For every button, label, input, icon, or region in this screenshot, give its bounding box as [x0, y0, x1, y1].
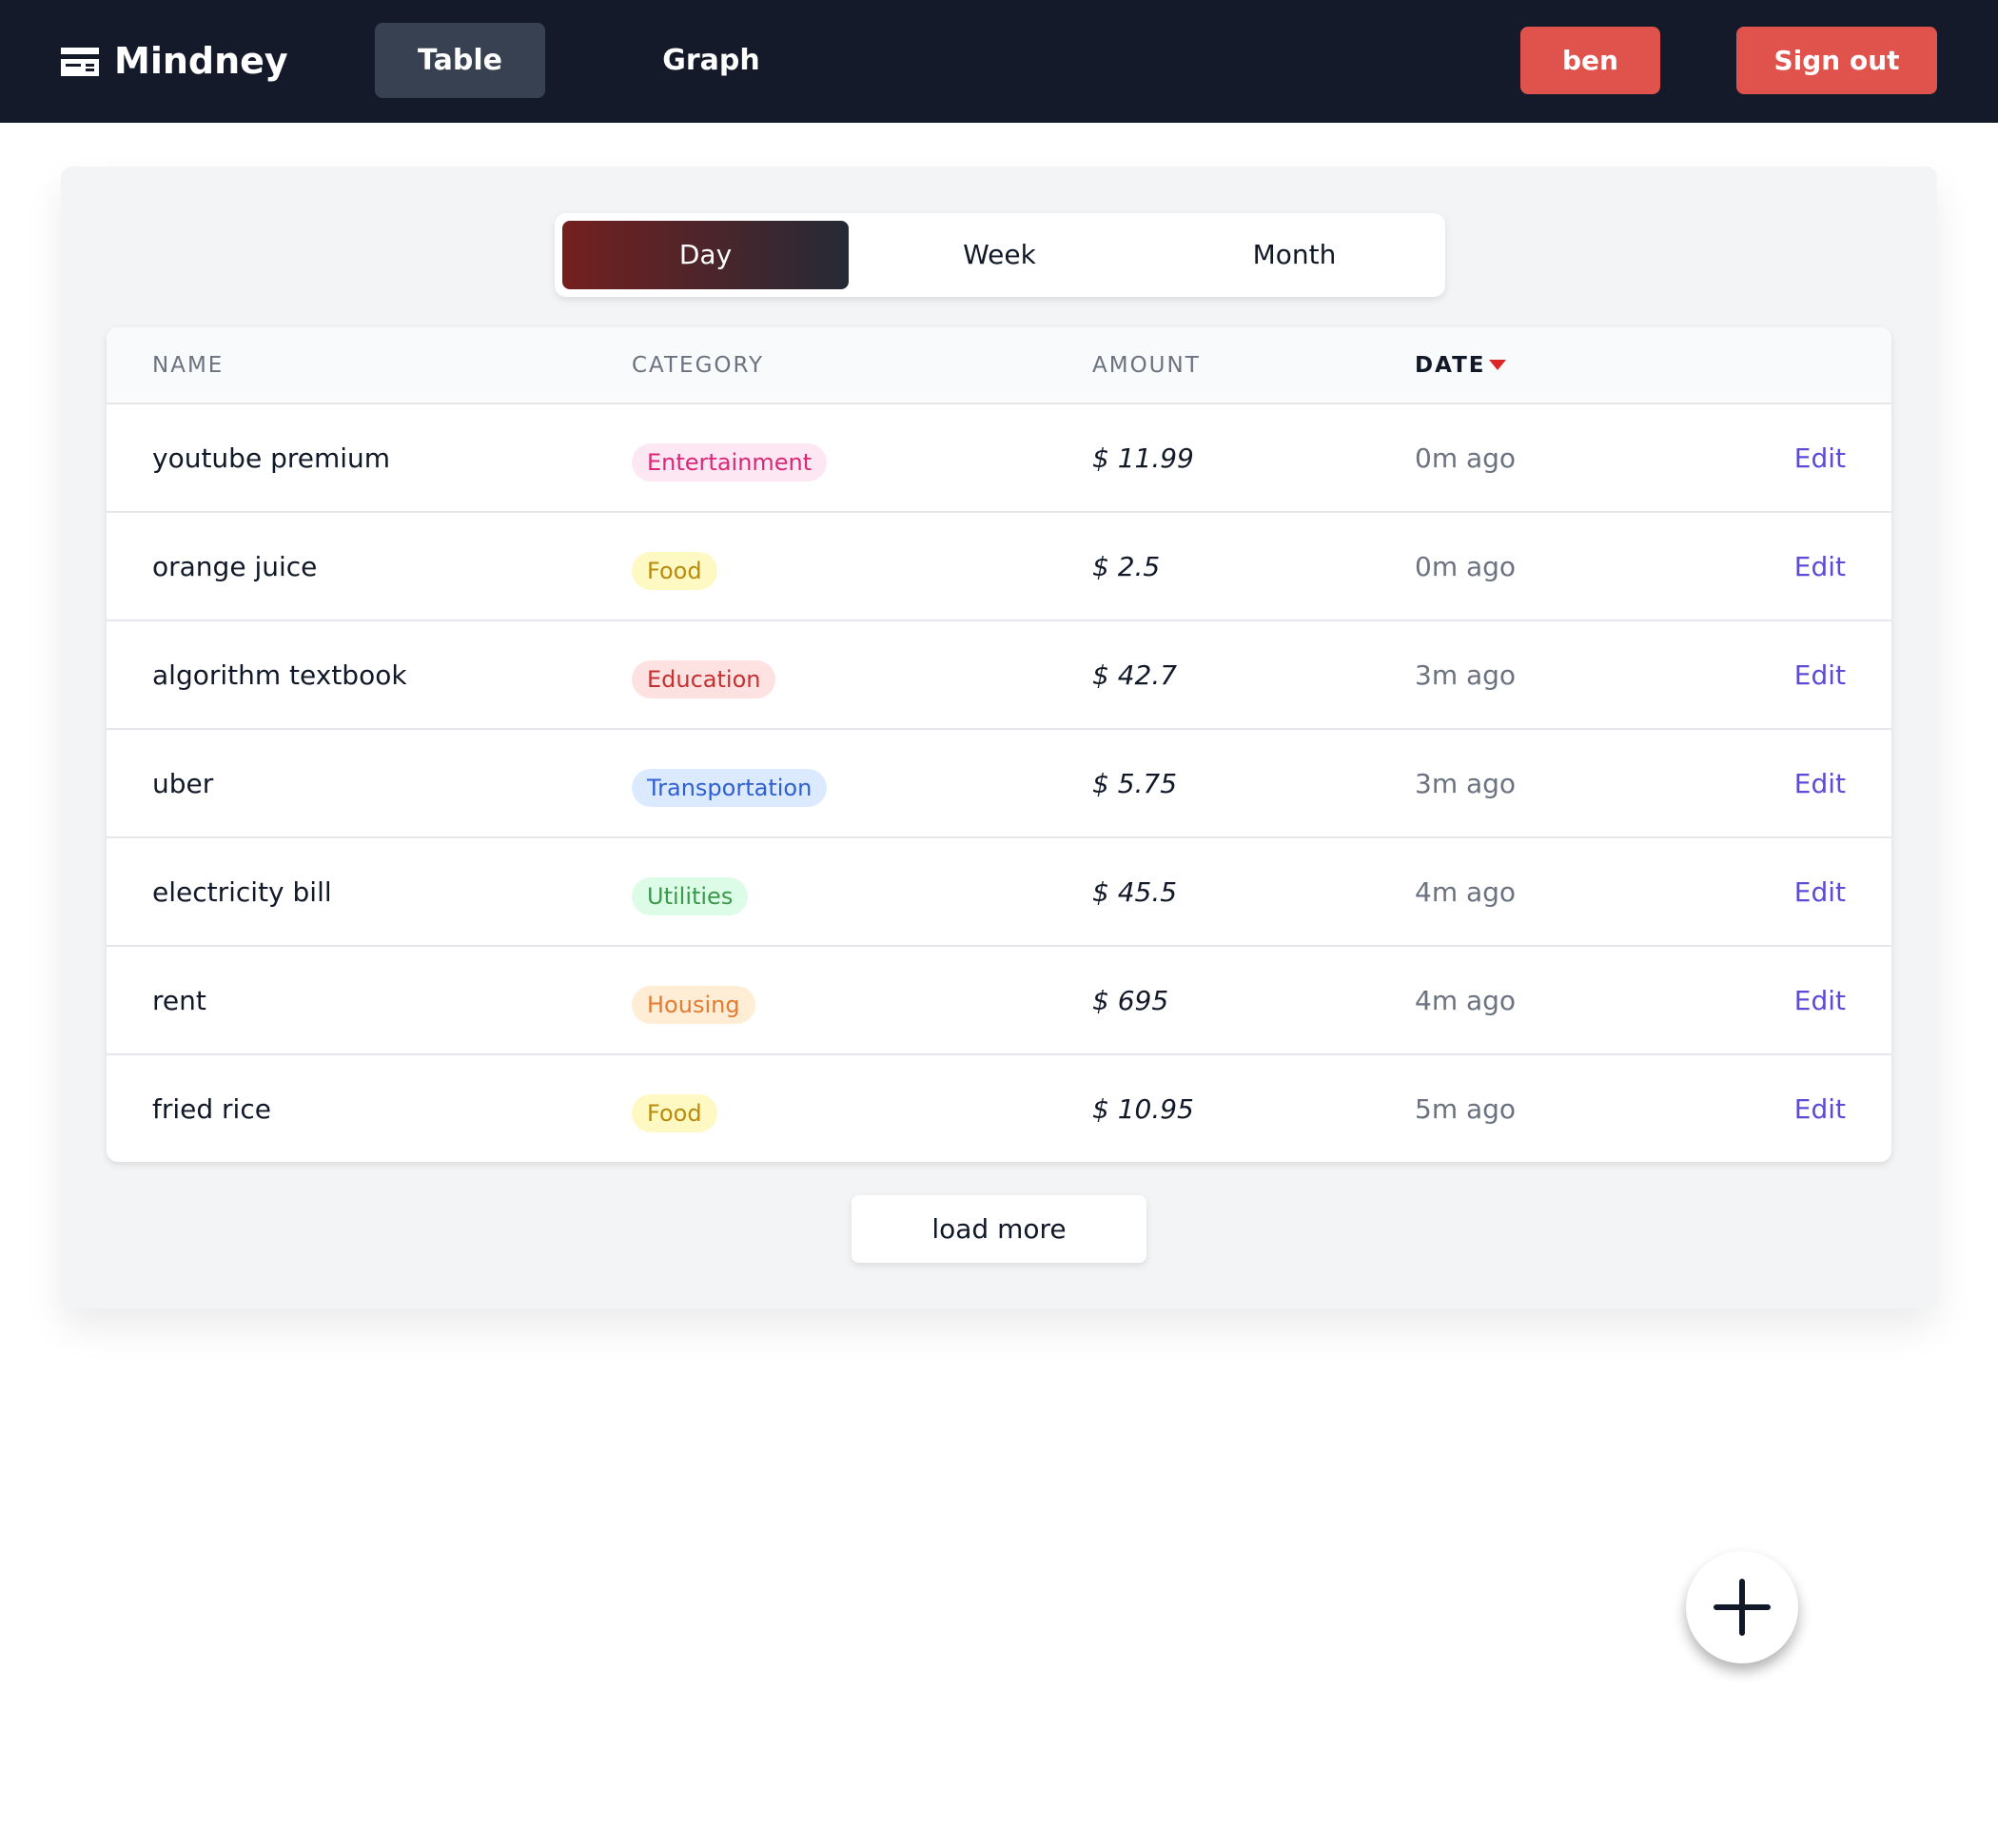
column-header[interactable]: DATE	[1415, 353, 1486, 378]
category-badge: Entertainment	[632, 443, 828, 482]
category-cell: Food	[632, 513, 717, 621]
edit-link[interactable]: Edit	[1793, 659, 1846, 691]
date: 3m ago	[1415, 768, 1517, 799]
category-cell: Entertainment	[632, 404, 828, 513]
date: 4m ago	[1415, 876, 1517, 908]
expense-name: fried rice	[152, 1093, 271, 1125]
amount: $ 10.95	[1092, 1093, 1194, 1125]
edit-link[interactable]: Edit	[1793, 551, 1846, 582]
sign-out-button[interactable]: Sign out	[1736, 27, 1937, 94]
category-cell: Food	[632, 1055, 717, 1162]
edit-link[interactable]: Edit	[1793, 768, 1846, 799]
table-row: fried rice Food $ 10.95 5m ago Edit	[107, 1055, 1891, 1162]
date: 3m ago	[1415, 659, 1517, 691]
nav-table[interactable]: Table	[375, 23, 545, 98]
category-badge: Education	[632, 660, 776, 698]
date: 5m ago	[1415, 1093, 1517, 1125]
edit-link[interactable]: Edit	[1793, 442, 1846, 474]
user-button[interactable]: ben	[1520, 27, 1660, 94]
column-header[interactable]: NAME	[152, 353, 225, 378]
tab-week[interactable]: Week	[963, 239, 1036, 270]
table-header: NAME CATEGORY AMOUNT DATE	[107, 327, 1891, 404]
amount: $ 45.5	[1092, 876, 1178, 908]
amount: $ 5.75	[1092, 768, 1178, 799]
table-row: algorithm textbook Education $ 42.7 3m ago E…	[107, 621, 1891, 730]
category-badge: Housing	[632, 986, 755, 1024]
tab-month[interactable]: Month	[1252, 239, 1337, 270]
column-header[interactable]: CATEGORY	[632, 353, 765, 378]
table-row: uber Transportation $ 5.75 3m ago Edit	[107, 730, 1891, 838]
tab-day[interactable]: Day	[562, 221, 849, 289]
category-cell: Housing	[632, 947, 755, 1055]
table-row: orange juice Food $ 2.5 0m ago Edit	[107, 513, 1891, 621]
top-bar: Mindney Table Graph ben Sign out	[0, 0, 1998, 123]
edit-link[interactable]: Edit	[1793, 876, 1846, 908]
expense-table: NAME CATEGORY AMOUNT DATE youtube premiu…	[107, 327, 1891, 1162]
category-cell: Transportation	[632, 730, 828, 838]
add-button[interactable]	[1686, 1551, 1798, 1663]
logo-icon	[61, 48, 99, 76]
table-row: rent Housing $ 695 4m ago Edit	[107, 947, 1891, 1055]
nav-graph[interactable]: Graph	[662, 44, 760, 77]
date: 4m ago	[1415, 985, 1517, 1016]
expense-name: youtube premium	[152, 442, 391, 474]
amount: $ 11.99	[1092, 442, 1194, 474]
date: 0m ago	[1415, 551, 1517, 582]
brand[interactable]: Mindney	[114, 40, 288, 82]
category-cell: Education	[632, 621, 776, 730]
amount: $ 695	[1092, 985, 1169, 1016]
amount: $ 2.5	[1092, 551, 1161, 582]
category-badge: Food	[632, 552, 717, 590]
expense-name: algorithm textbook	[152, 659, 407, 691]
plus-icon	[1714, 1579, 1771, 1636]
category-badge: Food	[632, 1094, 717, 1132]
amount: $ 42.7	[1092, 659, 1178, 691]
period-tabs: Day Week Month	[555, 213, 1445, 297]
expense-name: uber	[152, 768, 214, 799]
expense-name: electricity bill	[152, 876, 332, 908]
category-cell: Utilities	[632, 838, 749, 947]
expense-name: orange juice	[152, 551, 318, 582]
edit-link[interactable]: Edit	[1793, 1093, 1846, 1125]
table-row: electricity bill Utilities $ 45.5 4m ago Edi…	[107, 838, 1891, 947]
expense-name: rent	[152, 985, 206, 1016]
column-header[interactable]: AMOUNT	[1092, 353, 1201, 378]
edit-link[interactable]: Edit	[1793, 985, 1846, 1016]
category-badge: Transportation	[632, 769, 828, 807]
date: 0m ago	[1415, 442, 1517, 474]
category-badge: Utilities	[632, 877, 749, 915]
load-more-button[interactable]: load more	[852, 1195, 1146, 1263]
sort-arrow	[1489, 360, 1506, 370]
table-row: youtube premium Entertainment $ 11.99 0m ag…	[107, 404, 1891, 513]
table-body: youtube premium Entertainment $ 11.99 0m ag…	[107, 404, 1891, 1162]
